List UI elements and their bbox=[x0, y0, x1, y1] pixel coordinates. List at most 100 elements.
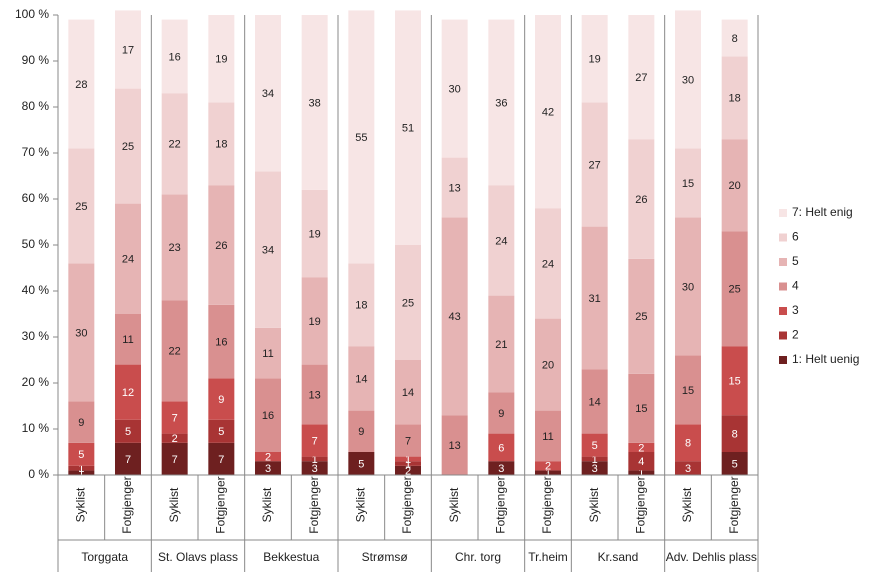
data-label: 30 bbox=[682, 74, 694, 86]
bar-segment bbox=[395, 465, 421, 475]
data-label: 22 bbox=[169, 346, 181, 358]
data-label: 30 bbox=[75, 327, 87, 339]
data-label: 15 bbox=[682, 385, 694, 397]
bar-segment bbox=[675, 424, 701, 462]
data-label: 26 bbox=[215, 240, 227, 252]
y-tick-label: 60 % bbox=[22, 191, 50, 205]
data-label: 26 bbox=[635, 194, 647, 206]
data-label: 24 bbox=[122, 254, 134, 266]
bar-segment bbox=[68, 465, 95, 471]
x-tick-label: Fotgjenger bbox=[214, 476, 228, 533]
legend-swatch bbox=[779, 282, 787, 291]
data-label: 19 bbox=[309, 316, 321, 328]
bar-segment bbox=[68, 470, 95, 475]
data-label: 7 bbox=[218, 454, 224, 466]
data-label: 2 bbox=[638, 442, 644, 454]
bar-segment bbox=[301, 277, 328, 365]
x-tick-label: Fotgjenger bbox=[540, 476, 554, 533]
data-label: 1 bbox=[405, 458, 411, 470]
data-label: 14 bbox=[355, 373, 367, 385]
bar-segment bbox=[441, 415, 468, 475]
data-label: 27 bbox=[635, 72, 647, 84]
bar-segment bbox=[628, 15, 655, 140]
data-label: 1 bbox=[592, 454, 598, 466]
data-label: 20 bbox=[542, 360, 554, 372]
data-label: 27 bbox=[589, 159, 601, 171]
bar-segment bbox=[208, 419, 235, 443]
bar-segment bbox=[115, 88, 141, 204]
data-label: 25 bbox=[729, 284, 741, 296]
bar-segment bbox=[395, 10, 421, 246]
x-tick-label: Fotgjenger bbox=[120, 476, 134, 533]
bar-segment bbox=[535, 318, 561, 411]
bar-segment bbox=[255, 327, 281, 379]
bar-segment bbox=[721, 346, 748, 416]
x-tick-label: Syklist bbox=[167, 487, 181, 522]
bar-segment bbox=[581, 102, 608, 227]
x-tick-label: Syklist bbox=[260, 487, 274, 522]
bar-segment bbox=[161, 433, 188, 443]
data-label: 5 bbox=[218, 426, 224, 438]
data-label: 28 bbox=[75, 79, 87, 91]
data-label: 14 bbox=[402, 387, 414, 399]
x-tick-label: Syklist bbox=[587, 487, 601, 522]
legend-swatch bbox=[779, 258, 787, 266]
data-label: 30 bbox=[449, 84, 461, 96]
bar-segment bbox=[628, 452, 655, 471]
data-label: 6 bbox=[498, 442, 504, 454]
bar-segment bbox=[115, 10, 141, 89]
group-label: Tr.heim bbox=[528, 550, 568, 564]
data-label: 2 bbox=[265, 452, 271, 464]
data-label: 1 bbox=[405, 454, 411, 466]
bar-segment bbox=[301, 461, 328, 475]
data-label: 7 bbox=[125, 454, 131, 466]
data-label: 42 bbox=[542, 107, 554, 119]
legend-label: 1: Helt uenig bbox=[792, 352, 859, 366]
data-label: 7 bbox=[405, 435, 411, 447]
data-label: 5 bbox=[732, 458, 738, 470]
bar-segment bbox=[675, 10, 701, 149]
data-label: 4 bbox=[638, 456, 644, 468]
bar-segment bbox=[115, 203, 141, 314]
x-tick-label: Syklist bbox=[354, 487, 368, 522]
data-label: 17 bbox=[122, 44, 134, 56]
bar-segment bbox=[301, 189, 328, 278]
bar-segment bbox=[581, 15, 608, 103]
bar-segment bbox=[488, 392, 515, 434]
bar-segment bbox=[675, 217, 701, 356]
y-tick-label: 100 % bbox=[15, 7, 49, 21]
data-label: 9 bbox=[358, 426, 364, 438]
data-label: 13 bbox=[449, 440, 461, 452]
bar-segment bbox=[161, 442, 188, 475]
data-label: 5 bbox=[358, 458, 364, 470]
legend-swatch bbox=[779, 331, 787, 340]
x-tick-label: Syklist bbox=[680, 487, 694, 522]
data-label: 2 bbox=[172, 433, 178, 445]
bar-segment bbox=[488, 461, 515, 475]
bar-segment bbox=[68, 442, 95, 466]
data-label: 3 bbox=[498, 463, 504, 475]
group-label: Adv. Dehlis plass bbox=[666, 550, 757, 564]
bar-segment bbox=[395, 456, 421, 462]
bar-segment bbox=[115, 364, 141, 420]
bar-segment bbox=[535, 470, 561, 475]
x-tick-label: Fotgjenger bbox=[494, 476, 508, 533]
bar-segment bbox=[628, 442, 655, 452]
bar-segment bbox=[675, 148, 701, 218]
data-label: 5 bbox=[125, 426, 131, 438]
legend-label: 3 bbox=[792, 303, 799, 317]
bar-segment bbox=[628, 470, 655, 475]
bar-segment bbox=[161, 300, 188, 402]
data-label: 1 bbox=[78, 468, 84, 480]
data-label: 18 bbox=[729, 93, 741, 105]
y-tick-label: 80 % bbox=[22, 99, 50, 113]
data-label: 25 bbox=[75, 201, 87, 213]
data-label: 12 bbox=[122, 387, 134, 399]
data-label: 20 bbox=[729, 180, 741, 192]
data-label: 5 bbox=[592, 440, 598, 452]
bar-segment bbox=[348, 263, 375, 347]
y-tick-label: 0 % bbox=[28, 467, 49, 481]
x-tick-label: Syklist bbox=[447, 487, 461, 522]
bar-segment bbox=[348, 410, 375, 452]
data-label: 9 bbox=[218, 394, 224, 406]
